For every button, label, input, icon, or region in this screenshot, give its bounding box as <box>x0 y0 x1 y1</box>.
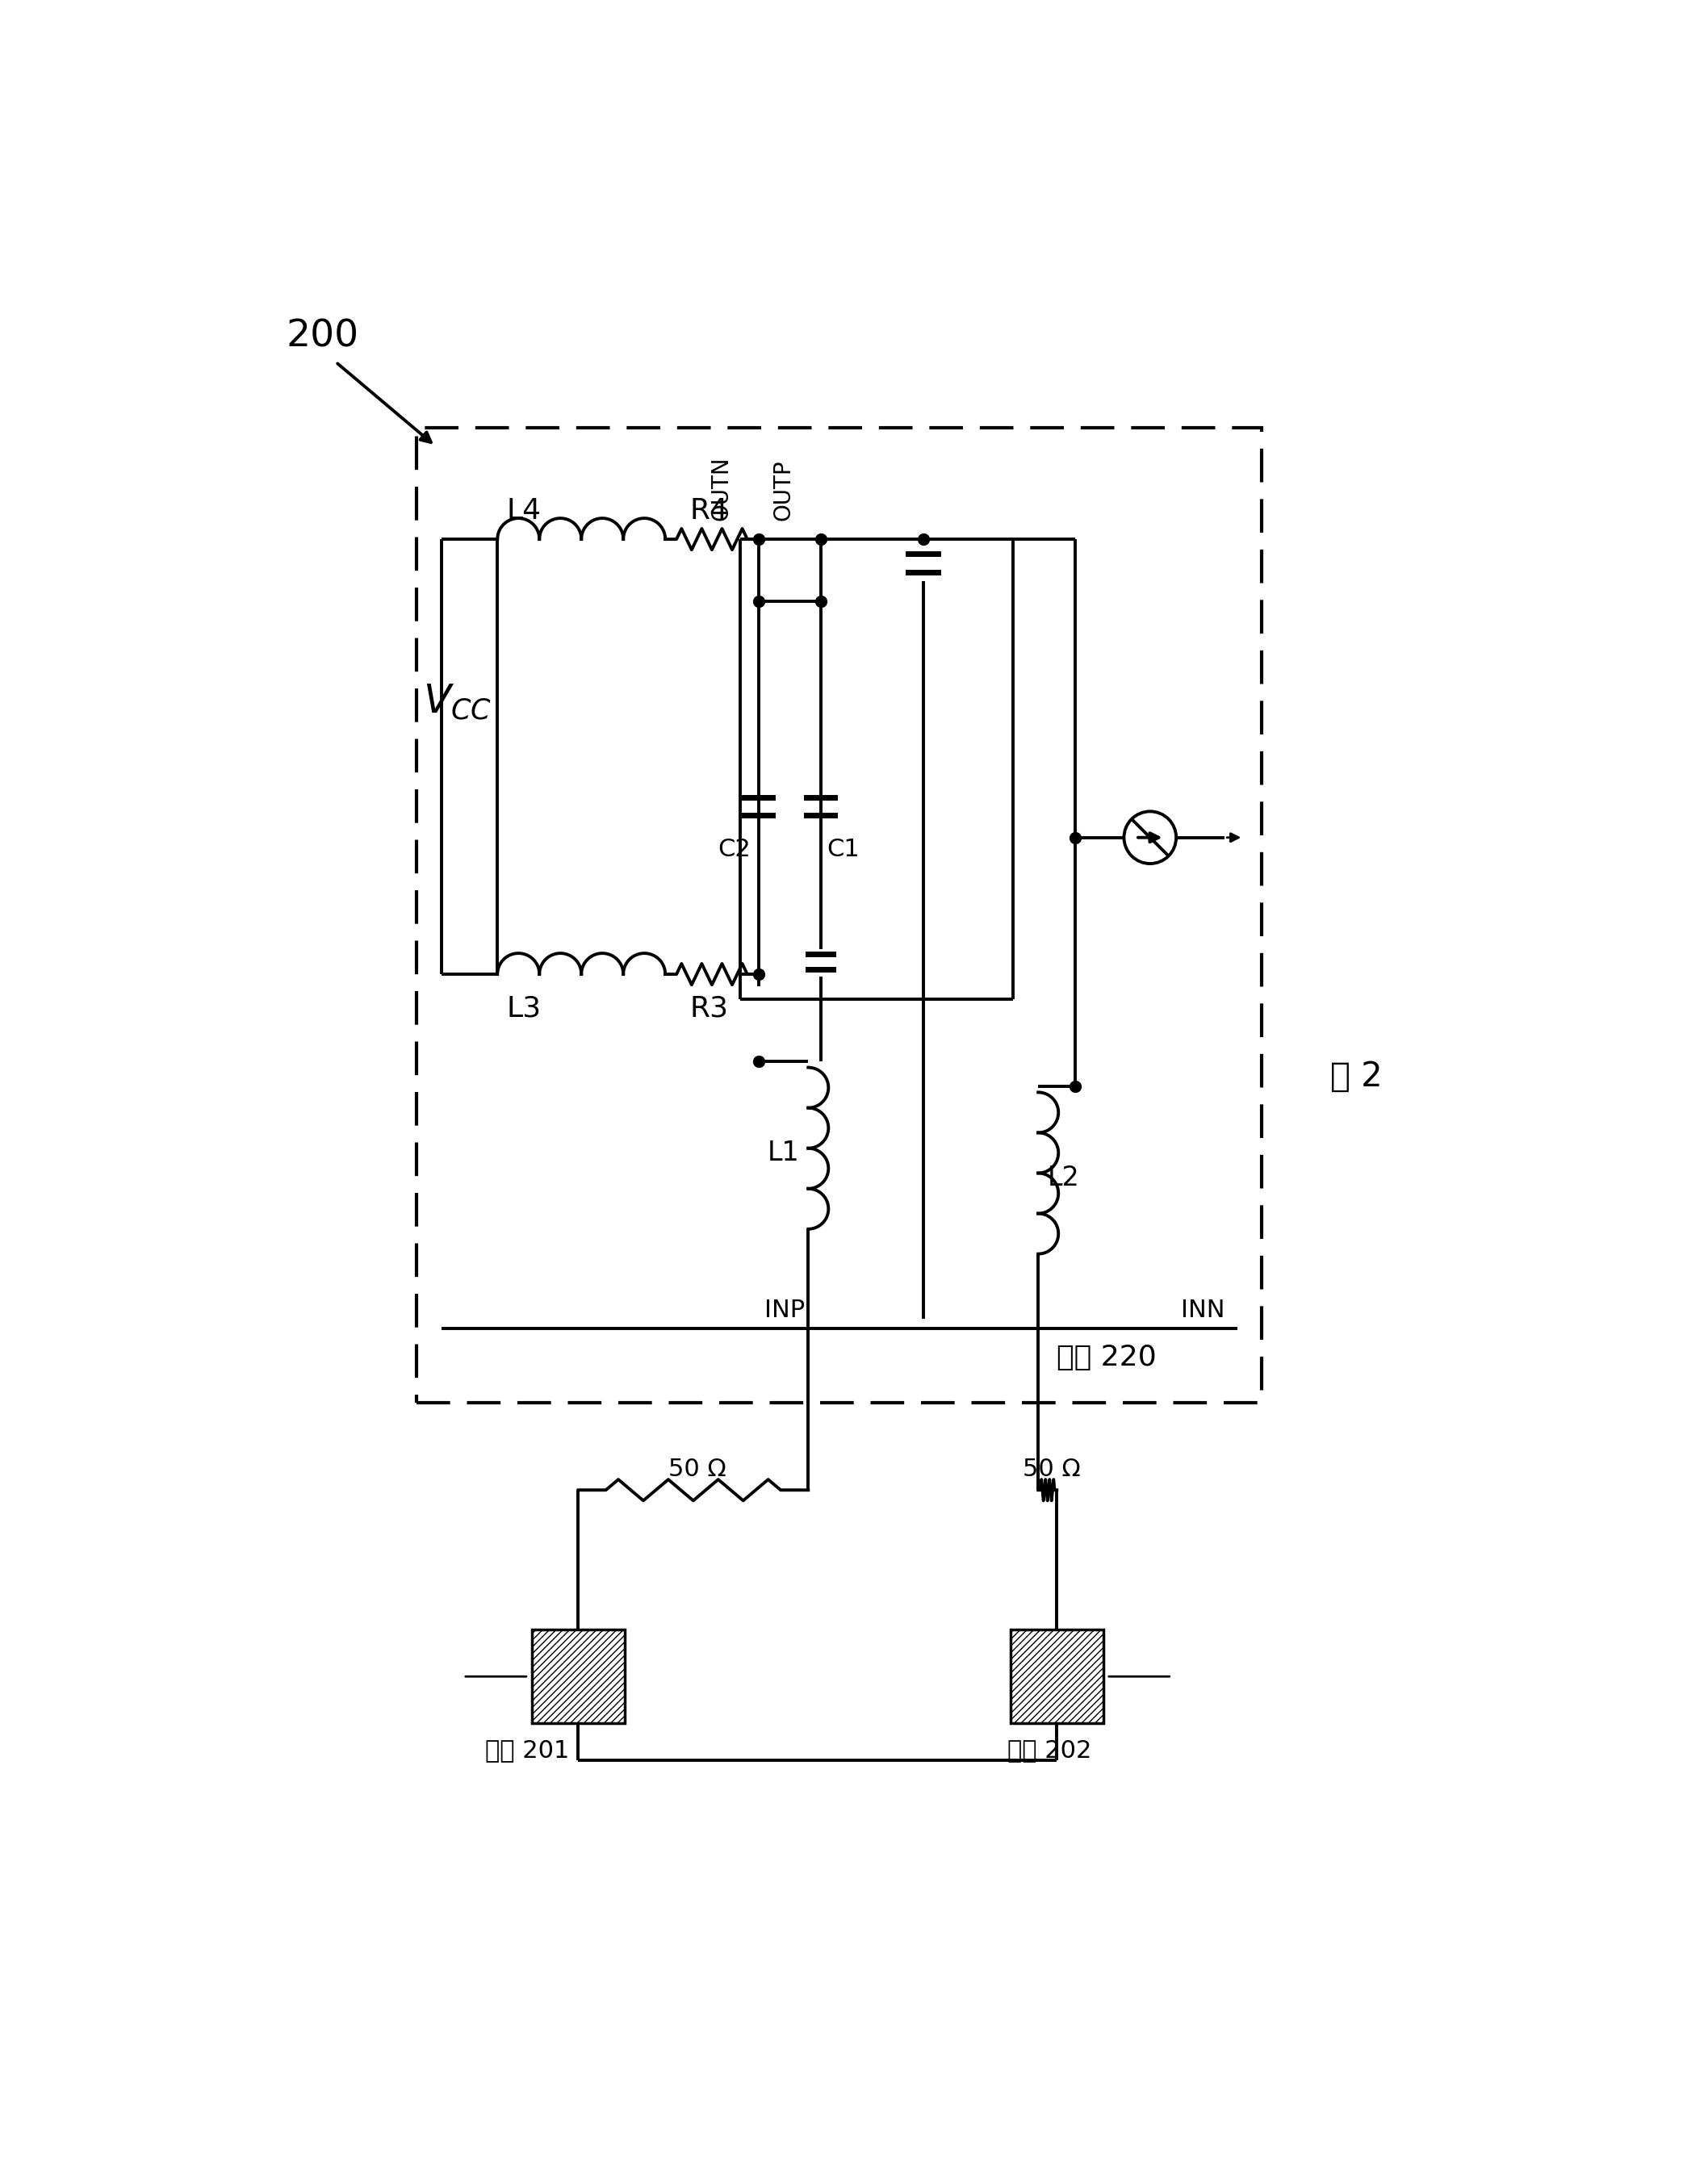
Text: R4: R4 <box>690 497 729 526</box>
Text: OUTP: OUTP <box>772 459 794 521</box>
Text: 硬片 220: 硬片 220 <box>1057 1343 1156 1371</box>
Text: L2: L2 <box>1047 1164 1079 1192</box>
Bar <box>1009 1631 1103 1724</box>
Text: 图 2: 图 2 <box>1331 1060 1382 1092</box>
Text: L3: L3 <box>507 995 541 1023</box>
Text: 焊盘 202: 焊盘 202 <box>1008 1739 1091 1763</box>
Text: 200: 200 <box>287 318 359 355</box>
Text: OUTN: OUTN <box>711 456 733 521</box>
Text: INP: INP <box>765 1298 804 1322</box>
Text: L1: L1 <box>769 1140 799 1166</box>
Text: C2: C2 <box>717 837 752 861</box>
Text: 50 Ω: 50 Ω <box>668 1458 726 1482</box>
Text: 焊盘 201: 焊盘 201 <box>485 1739 569 1763</box>
Text: 50 Ω: 50 Ω <box>1023 1458 1081 1482</box>
Bar <box>417 428 1262 1404</box>
Text: R3: R3 <box>690 995 729 1023</box>
Text: C1: C1 <box>827 837 859 861</box>
Bar <box>531 1631 625 1724</box>
Text: L4: L4 <box>507 497 541 526</box>
Text: $V_{CC}$: $V_{CC}$ <box>424 684 492 722</box>
Text: INN: INN <box>1182 1298 1225 1322</box>
